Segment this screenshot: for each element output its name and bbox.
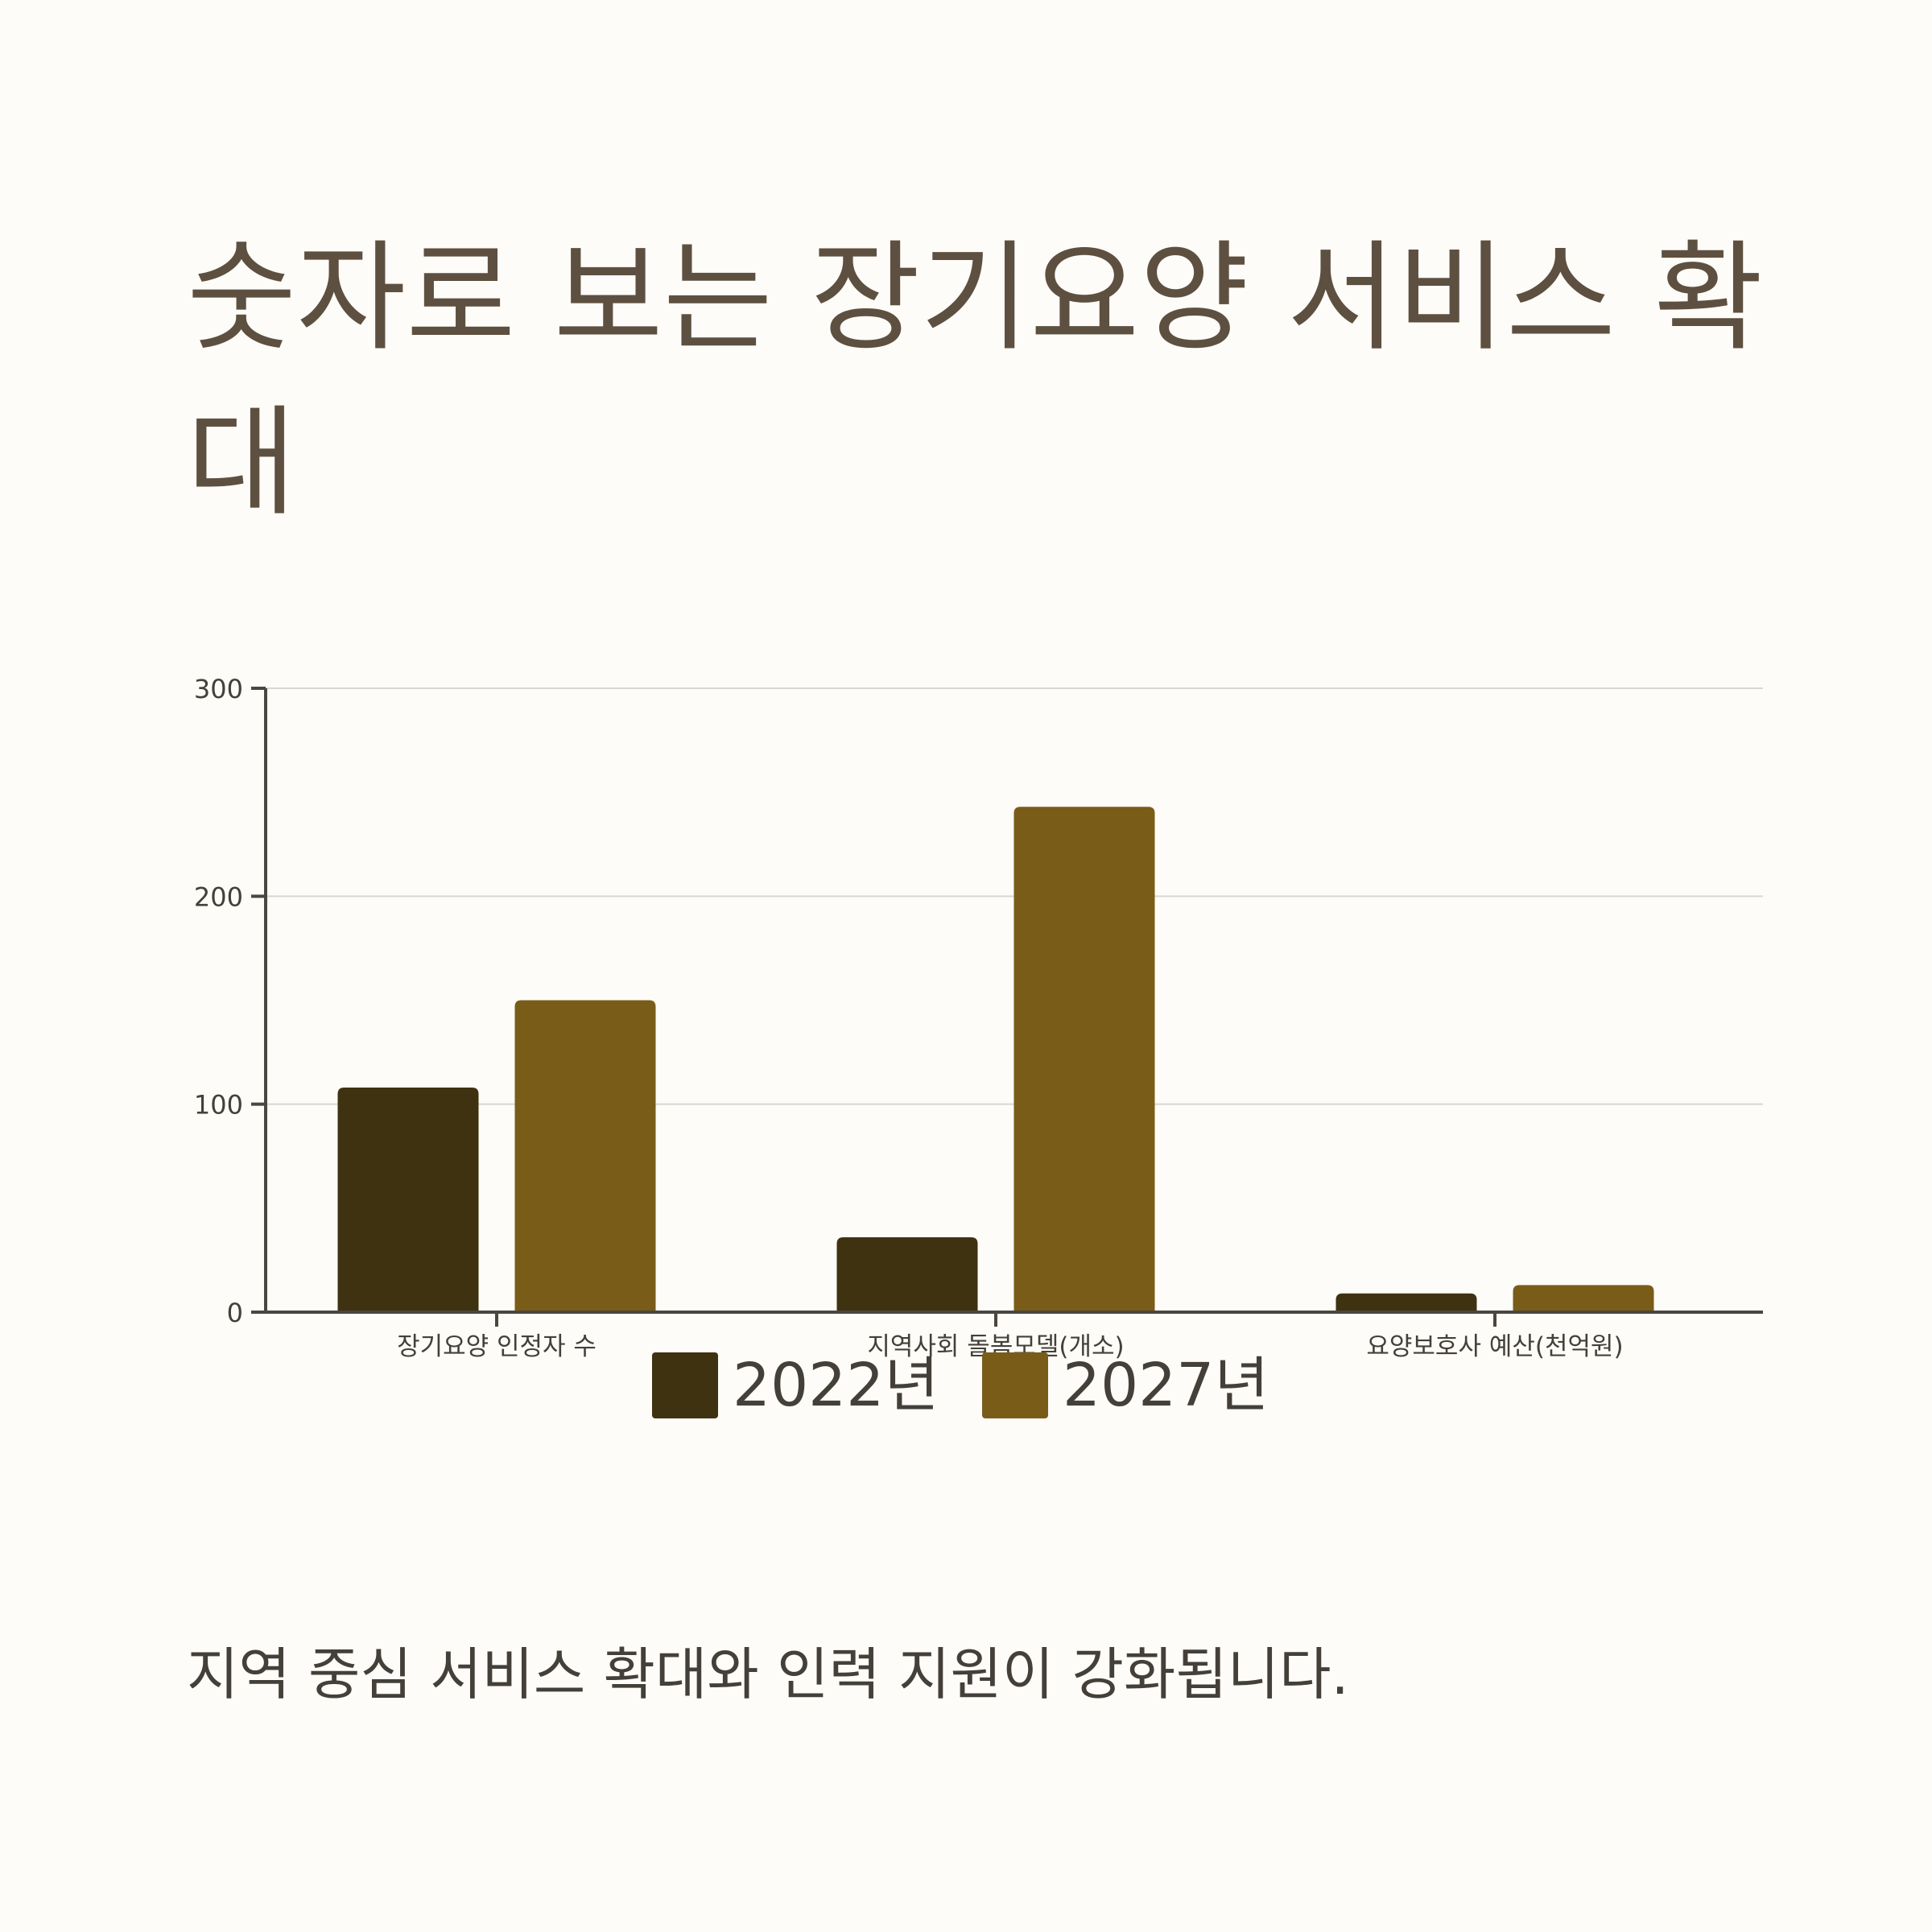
caption-text: 지역 중심 서비스 확대와 인력 지원이 강화됩니다. (187, 1641, 1349, 1707)
bar (1013, 807, 1155, 1312)
bar (1335, 1293, 1477, 1312)
x-tick-label: 요양보호사 예산(천억원) (1366, 1332, 1623, 1361)
axes (251, 687, 1763, 1327)
bar (836, 1237, 978, 1312)
page-title: 숫자로 보는 장기요양 서비스 확대 (187, 229, 1764, 532)
legend-label: 2022년 (733, 1351, 939, 1420)
y-tick-label: 0 (227, 1298, 243, 1328)
y-tick-label: 300 (194, 674, 243, 704)
legend-label: 2027년 (1063, 1351, 1269, 1420)
bar (514, 1000, 656, 1312)
bar (1513, 1285, 1654, 1312)
legend: 2022년 2027년 (652, 1351, 1269, 1420)
y-tick-label: 100 (194, 1090, 243, 1121)
legend-swatch (652, 1352, 718, 1418)
x-tick-label: 장기요양 인정자 수 (397, 1332, 597, 1361)
legend-swatch (982, 1352, 1048, 1418)
bars (337, 807, 1654, 1312)
y-tick-label: 200 (194, 881, 243, 912)
bar (337, 1088, 479, 1312)
